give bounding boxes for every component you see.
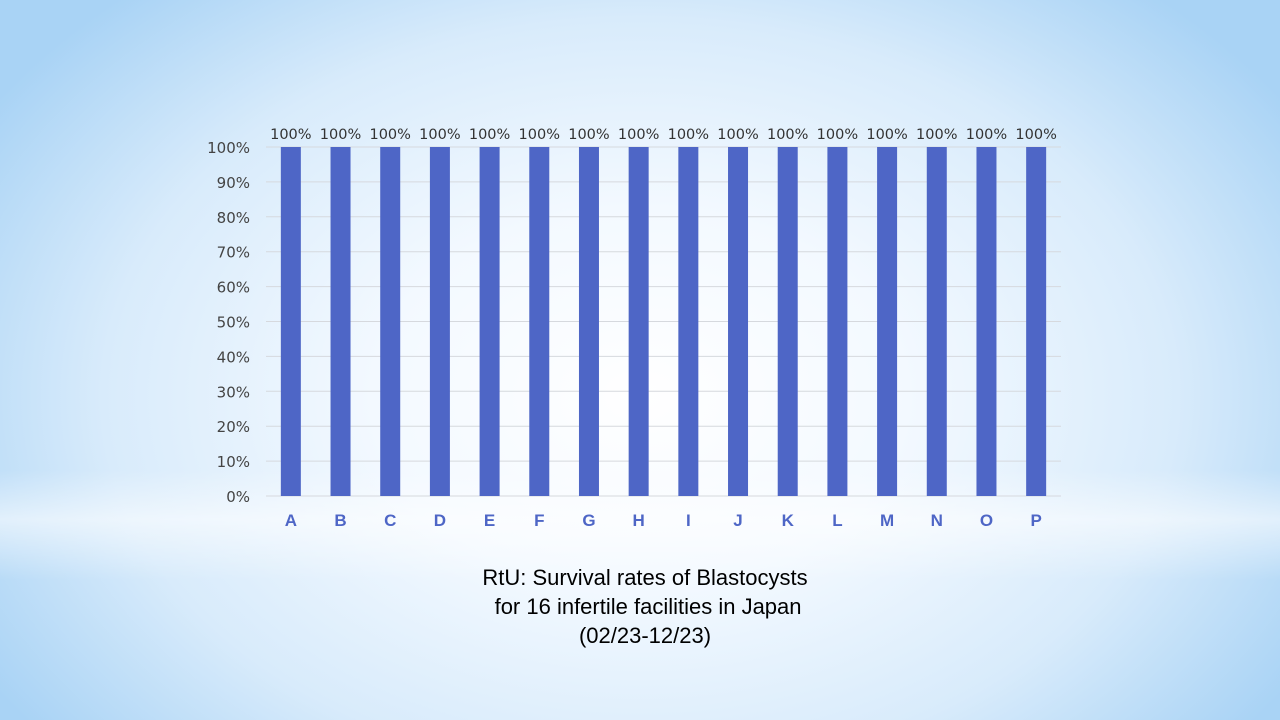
y-tick-label: 70% <box>217 244 250 262</box>
bar <box>330 147 351 496</box>
y-tick-label: 40% <box>217 348 250 366</box>
bar <box>728 147 749 496</box>
data-label: 100% <box>270 127 311 143</box>
data-label: 100% <box>519 127 560 143</box>
y-tick-label: 50% <box>217 314 250 332</box>
y-tick-label: 90% <box>217 174 250 192</box>
bar <box>777 147 798 496</box>
bar <box>529 147 550 496</box>
x-tick-label: A <box>285 511 297 530</box>
x-tick-label: J <box>733 511 742 530</box>
data-label: 100% <box>717 127 758 143</box>
x-tick-label: O <box>980 511 993 530</box>
data-label: 100% <box>568 127 609 143</box>
caption-line-3: (02/23-12/23) <box>578 623 712 648</box>
data-label: 100% <box>817 127 858 143</box>
data-label: 100% <box>668 127 709 143</box>
y-tick-label: 80% <box>217 209 250 227</box>
x-tick-label: C <box>384 511 396 530</box>
x-tick-label: M <box>880 511 894 530</box>
y-tick-label: 100% <box>207 139 250 157</box>
data-label: 100% <box>916 127 957 143</box>
data-label: 100% <box>767 127 808 143</box>
data-label: 100% <box>419 127 460 143</box>
data-label: 100% <box>320 127 361 143</box>
bar <box>429 147 450 496</box>
x-tick-label: E <box>484 511 495 530</box>
bar <box>479 147 500 496</box>
data-label: 100% <box>469 127 510 143</box>
data-label: 100% <box>866 127 907 143</box>
x-tick-label: H <box>633 511 645 530</box>
bar <box>1026 147 1047 496</box>
x-tick-label: P <box>1030 511 1041 530</box>
caption-line-1: RtU: Survival rates of Blastocysts <box>482 565 808 590</box>
y-tick-label: 0% <box>226 488 250 506</box>
bar <box>976 147 997 496</box>
data-label: 100% <box>369 127 410 143</box>
data-label: 100% <box>1015 127 1056 143</box>
x-tick-label: F <box>534 511 544 530</box>
x-tick-label: I <box>686 511 691 530</box>
y-tick-label: 10% <box>217 453 250 471</box>
bar <box>827 147 848 496</box>
chart-caption: RtU: Survival rates of Blastocysts for 1… <box>0 563 1280 650</box>
bar <box>380 147 401 496</box>
bar <box>628 147 649 496</box>
bar <box>926 147 947 496</box>
y-tick-label: 20% <box>217 418 250 436</box>
x-tick-label: D <box>434 511 446 530</box>
x-tick-label: B <box>334 511 346 530</box>
bar <box>678 147 699 496</box>
y-tick-label: 60% <box>217 279 250 297</box>
caption-line-2: for 16 infertile facilities in Japan <box>488 594 802 619</box>
bar <box>578 147 599 496</box>
y-tick-label: 30% <box>217 383 250 401</box>
data-label: 100% <box>618 127 659 143</box>
bar <box>877 147 898 496</box>
x-tick-label: K <box>782 511 795 530</box>
bar <box>280 147 301 496</box>
x-tick-label: G <box>582 511 595 530</box>
x-tick-label: N <box>931 511 943 530</box>
data-label: 100% <box>966 127 1007 143</box>
x-tick-label: L <box>832 511 842 530</box>
